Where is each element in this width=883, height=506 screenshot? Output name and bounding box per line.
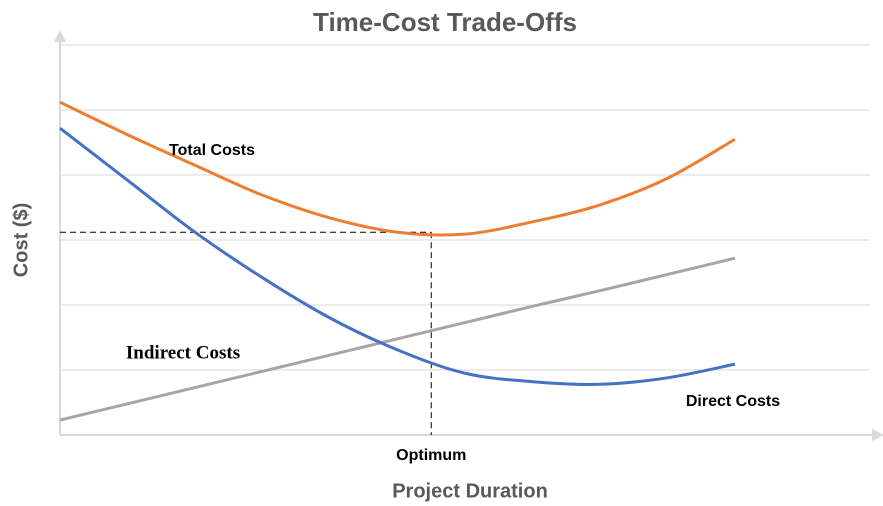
series-label: Indirect Costs [126,342,240,363]
x-axis-label: Project Duration [392,480,548,502]
series-line [59,100,736,237]
series-line [59,127,736,386]
optimum-label: Optimum [396,447,466,464]
series-line [59,256,736,422]
series-label: Direct Costs [686,393,780,410]
y-axis-arrow [54,30,66,42]
series-label: Total Costs [169,142,255,159]
y-axis-label: Cost ($) [10,203,32,277]
x-axis-arrow [872,429,883,441]
chart-title: Time-Cost Trade-Offs [313,7,577,37]
